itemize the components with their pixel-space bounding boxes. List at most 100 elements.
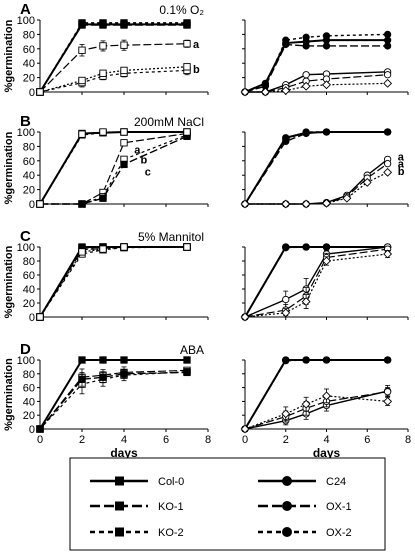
legend-item-col-0: Col-0 [90,476,184,488]
significance-label: b [398,166,405,178]
series-ko-1 [36,243,191,321]
x-tick-label: 4 [121,434,127,446]
x-tick-label: 2 [283,434,289,446]
y-tick-label: 60 [23,44,35,56]
x-axis-label: days [110,446,138,460]
panel-letter: A [20,1,31,18]
data-point [120,243,128,251]
data-point [281,308,291,318]
data-point [36,425,44,433]
series-col-0 [36,356,191,433]
data-point [302,33,310,41]
y-tick-label: 80 [23,369,35,381]
panel-title: 0.1% O₂ [159,3,204,17]
data-point [282,356,290,364]
circle-marker-icon [282,476,292,486]
y-tick-label: 0 [29,199,35,211]
data-point [383,30,392,39]
data-point [120,66,128,75]
square-marker-icon [115,527,124,537]
panel-letter: C [20,228,31,245]
y-tick-label: 60 [23,270,35,282]
series-ox-2-open- [240,388,393,434]
legend-label: OX-2 [326,527,352,539]
panel-B-right: aab [240,128,409,209]
y-tick-label: 80 [23,141,35,153]
square-marker-icon [115,476,124,486]
data-point [301,399,311,409]
data-point [36,313,44,321]
data-point [120,19,128,27]
data-point [383,71,392,79]
data-point [281,199,291,209]
panel-title: 200mM NaCl [134,115,204,129]
y-axis-label: %germination [3,358,15,431]
significance-label: a [134,144,141,156]
series-col-0-ko-2-control- [36,128,191,208]
panel-C-left: 0 20 40 60 80 100%germination C 5% Mannitol [3,228,209,324]
data-point [383,160,392,168]
series-line [244,390,388,430]
series-line [40,135,188,205]
data-point [383,78,393,88]
data-point [36,200,44,208]
data-point [78,248,86,256]
data-point [301,297,311,307]
series-ko-2 [36,65,191,96]
data-point [322,32,331,40]
x-tick-label: 8 [405,434,411,446]
data-point [183,243,191,251]
y-tick-label: 0 [29,312,35,324]
y-tick-label: 20 [23,410,35,422]
series-col-0-ko-1-control- [36,243,191,321]
data-point [383,128,392,136]
circle-marker-icon [282,527,292,537]
series-line [39,24,187,93]
square-marker-icon [115,501,124,511]
data-point [302,71,310,79]
legend: Col-0 C24 KO-1 OX-1 KO-2 OX-2 [69,457,386,551]
series-line [39,43,188,93]
y-tick-label: 80 [23,256,35,268]
data-point [183,40,191,48]
data-point [183,368,191,377]
data-point [99,128,107,136]
data-point [99,19,107,27]
panel-letter: B [20,113,31,130]
data-point [183,63,191,71]
data-point [120,160,128,169]
data-point [78,375,86,383]
data-point [183,128,191,136]
significance-label: b [141,154,148,166]
x-tick-label: 0 [242,434,248,446]
series-line [39,66,188,93]
series-line [39,69,188,93]
panel-A-right [240,19,409,97]
y-tick-label: 20 [23,298,35,310]
data-point [322,80,331,90]
data-point [99,356,107,364]
series-line [40,134,188,205]
data-point [383,356,392,364]
data-point [302,42,310,50]
data-point [78,356,86,364]
panel-D-right: 0 2 4 6 8 days [240,356,411,460]
series-line [244,359,388,430]
series-line [244,248,388,318]
legend-item-c24: C24 [258,476,346,488]
legend-label: Col-0 [158,476,184,488]
data-point [302,243,310,251]
y-tick-label: 100 [17,355,35,367]
data-point [302,356,310,364]
legend-item-ox-1: OX-1 [258,501,352,513]
significance-label: a [398,159,405,171]
series-line [39,359,187,430]
data-point [120,370,128,378]
data-point [183,356,191,364]
data-point [383,249,393,259]
data-point [183,19,191,27]
series-ox-2 [241,128,392,208]
data-point [78,19,86,27]
